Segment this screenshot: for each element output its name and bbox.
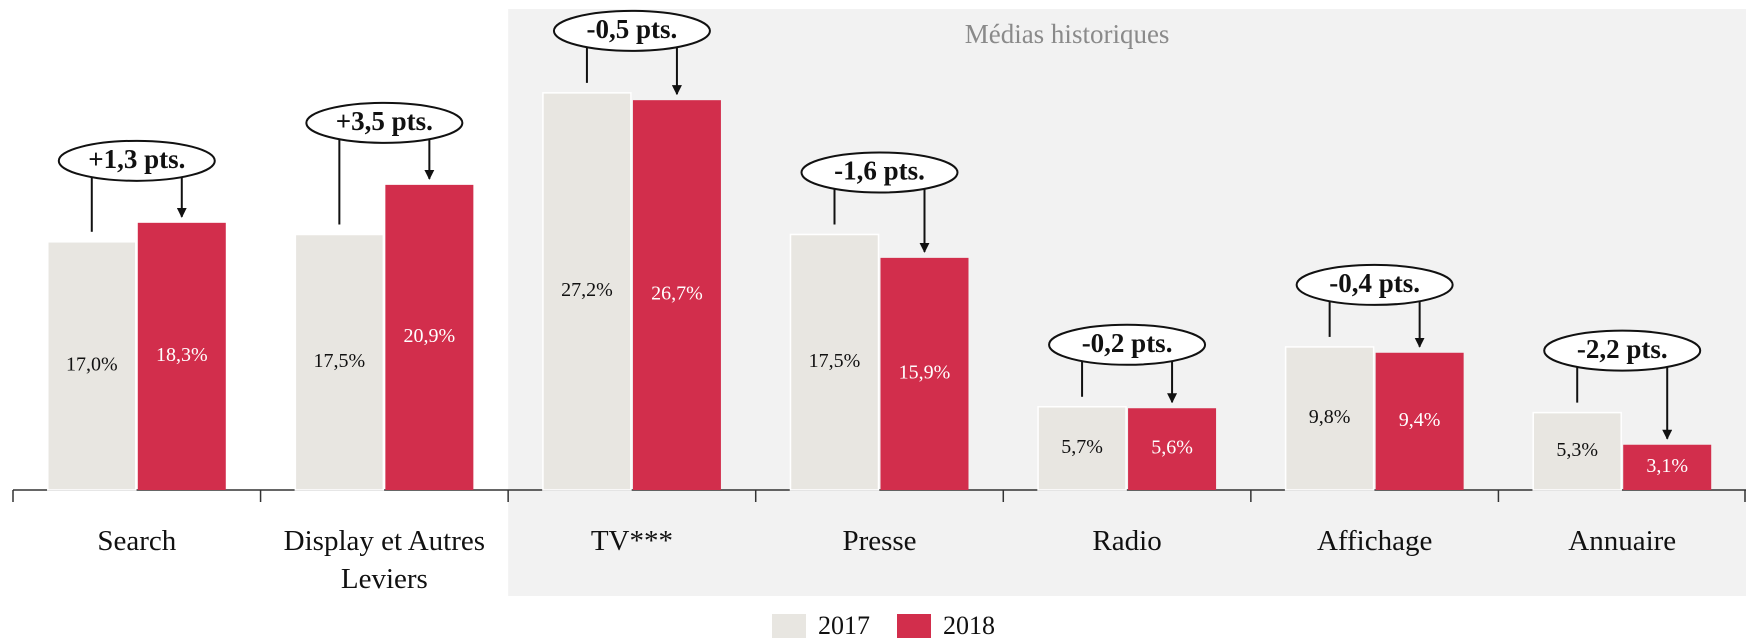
legend-label: 2017 — [818, 611, 870, 640]
bar — [1532, 411, 1622, 491]
bar — [137, 222, 226, 490]
value-label: 17,0% — [66, 353, 118, 375]
value-label: 3,1% — [1646, 455, 1688, 477]
annotation-ellipse — [1543, 329, 1702, 372]
value-label: 17,5% — [809, 350, 861, 372]
x-tick-label: TV*** — [590, 525, 673, 557]
value-label: 18,3% — [156, 344, 208, 366]
annotation-label: -1,6 pts. — [834, 156, 925, 186]
value-label: 9,4% — [1399, 409, 1441, 431]
annotation-label: +3,5 pts. — [336, 106, 433, 136]
x-tick-label: Search — [97, 525, 177, 557]
x-tick-label: Annuaire — [1568, 525, 1677, 557]
value-label: 5,3% — [1556, 439, 1598, 461]
bar — [385, 184, 474, 491]
value-label: 5,7% — [1061, 436, 1103, 458]
x-tick-label: Display et Autres Leviers — [283, 525, 486, 595]
legend-swatch — [772, 614, 806, 638]
annotation-ellipse — [1048, 323, 1207, 366]
annotation-label: -2,2 pts. — [1577, 334, 1668, 364]
annotation-ellipse — [1295, 263, 1454, 306]
value-label: 26,7% — [651, 283, 703, 305]
annotation-ellipse — [305, 101, 464, 144]
annotation-ellipse — [57, 139, 216, 182]
value-label: 5,6% — [1151, 437, 1193, 459]
bar — [880, 257, 969, 490]
bar — [1375, 352, 1464, 490]
bar — [1623, 444, 1712, 490]
legend-label: 2018 — [943, 611, 995, 640]
bar — [1037, 406, 1127, 491]
annotation-label: +1,3 pts. — [88, 144, 185, 174]
x-tick-label: Affichage — [1316, 525, 1433, 557]
bar — [632, 100, 721, 491]
annotation-ellipse — [800, 151, 959, 194]
bar — [542, 92, 632, 491]
annotation-label: -0,2 pts. — [1082, 328, 1173, 358]
annotation-label: -0,5 pts. — [587, 14, 678, 44]
bar — [47, 241, 137, 491]
legend-swatch — [897, 614, 931, 638]
x-tick-label: Presse — [842, 525, 917, 557]
x-tick-label: Radio — [1092, 525, 1162, 557]
value-label: 20,9% — [404, 325, 456, 347]
bar — [789, 233, 880, 491]
value-label: 17,5% — [314, 350, 366, 372]
annotation-label: -0,4 pts. — [1329, 268, 1420, 298]
bar — [1128, 408, 1217, 490]
region-label: Médias historiques — [965, 19, 1170, 49]
value-label: 27,2% — [561, 279, 613, 301]
bar — [294, 233, 385, 491]
value-label: 15,9% — [899, 362, 951, 384]
value-label: 9,8% — [1309, 406, 1351, 428]
annotation-ellipse — [552, 9, 711, 52]
bar — [1284, 346, 1375, 491]
